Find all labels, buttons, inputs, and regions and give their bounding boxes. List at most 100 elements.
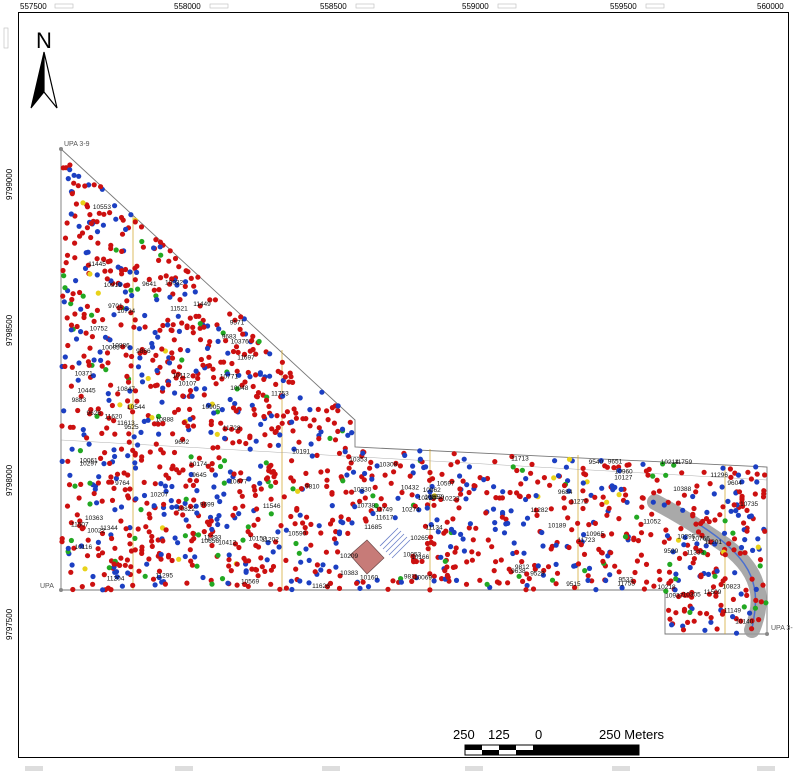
tree-point	[157, 239, 163, 245]
tree-point	[539, 529, 545, 536]
tree-point	[201, 324, 207, 330]
tree-point	[336, 529, 343, 535]
tree-point	[121, 470, 127, 476]
tree-point	[616, 492, 622, 498]
tree-id-label: 10305	[683, 591, 701, 598]
tree-point	[329, 491, 335, 497]
tree-point	[411, 559, 417, 565]
tree-point	[142, 573, 148, 579]
tree-point	[99, 530, 106, 537]
tree-id-label: 9599	[664, 548, 679, 555]
tree-point	[297, 395, 303, 401]
tree-point	[346, 454, 352, 460]
tree-point	[520, 578, 526, 585]
tree-point	[703, 516, 710, 522]
tree-point	[214, 494, 220, 500]
tree-id-label: 11697	[237, 355, 255, 362]
tree-point	[694, 483, 700, 489]
tree-point	[125, 398, 131, 404]
tree-point	[78, 393, 84, 399]
tree-id-label: 9883	[72, 397, 87, 404]
tree-point	[719, 484, 725, 490]
tree-point	[226, 478, 232, 484]
tree-point	[138, 507, 144, 513]
tree-point	[131, 434, 137, 440]
tree-point	[748, 476, 755, 482]
tree-point	[561, 505, 568, 511]
tree-point	[187, 416, 193, 422]
tree-point	[176, 470, 182, 476]
tree-point	[592, 520, 599, 527]
tree-point	[599, 485, 605, 491]
tree-id-label: 9684	[558, 489, 573, 496]
north-arrow-icon	[30, 51, 45, 109]
tree-point	[571, 563, 577, 569]
tree-point	[675, 500, 682, 506]
tree-point	[152, 582, 158, 588]
tree-point	[728, 474, 734, 480]
tree-point	[225, 371, 231, 377]
tree-point	[616, 468, 622, 474]
tree-point	[219, 407, 225, 413]
tree-id-label: 10218	[658, 584, 676, 591]
tree-point	[731, 502, 737, 508]
tree-point	[77, 233, 83, 239]
tree-point	[545, 564, 552, 570]
tree-point	[194, 563, 200, 569]
tree-id-label: 10905	[202, 404, 220, 411]
tree-point	[235, 428, 241, 434]
tree-point	[307, 407, 313, 413]
tree-point	[95, 240, 101, 246]
tree-point	[492, 520, 498, 526]
tree-point	[673, 571, 679, 577]
tree-point	[693, 545, 699, 551]
tree-point	[134, 263, 140, 269]
tree-point	[213, 381, 219, 387]
tree-id-label: 10209	[340, 553, 358, 560]
tree-point	[146, 529, 152, 535]
tree-id-label: 11546	[263, 503, 281, 510]
tree-point	[169, 327, 175, 334]
tree-point	[98, 455, 104, 461]
tree-point	[657, 577, 663, 583]
tree-point	[444, 551, 451, 558]
tree-id-label: 10005	[102, 345, 120, 352]
tree-point	[687, 609, 693, 616]
tree-point	[461, 456, 467, 462]
tree-point	[139, 454, 145, 460]
tree-point	[673, 576, 679, 582]
tree-point	[491, 568, 497, 574]
tree-id-label: 9515	[566, 581, 581, 588]
tree-point	[140, 244, 146, 250]
tree-point	[127, 269, 133, 275]
tree-point	[646, 466, 652, 472]
tree-point	[182, 279, 189, 285]
tree-point	[541, 567, 547, 574]
tree-point	[690, 493, 696, 500]
tree-point	[467, 521, 473, 527]
tree-points	[59, 162, 769, 636]
tree-point	[638, 530, 645, 536]
tree-point	[83, 250, 89, 256]
tree-point	[350, 469, 357, 475]
tree-point	[108, 479, 115, 485]
tree-point	[743, 587, 749, 593]
tree-point	[500, 509, 506, 516]
tree-point	[703, 543, 709, 549]
tree-point	[268, 511, 274, 517]
tree-point	[114, 574, 120, 580]
tree-point	[243, 568, 249, 574]
tree-point	[232, 541, 238, 547]
tree-point	[523, 476, 529, 482]
tree-point	[218, 359, 224, 365]
tree-point	[68, 211, 74, 217]
tree-point	[279, 359, 285, 365]
tree-point	[73, 336, 80, 342]
tree-point	[133, 496, 139, 502]
tree-point	[668, 578, 674, 584]
tree-point	[156, 431, 162, 437]
tree-point	[273, 479, 279, 485]
tree-point	[720, 465, 726, 471]
tree-point	[382, 502, 388, 508]
tree-point	[135, 364, 142, 370]
